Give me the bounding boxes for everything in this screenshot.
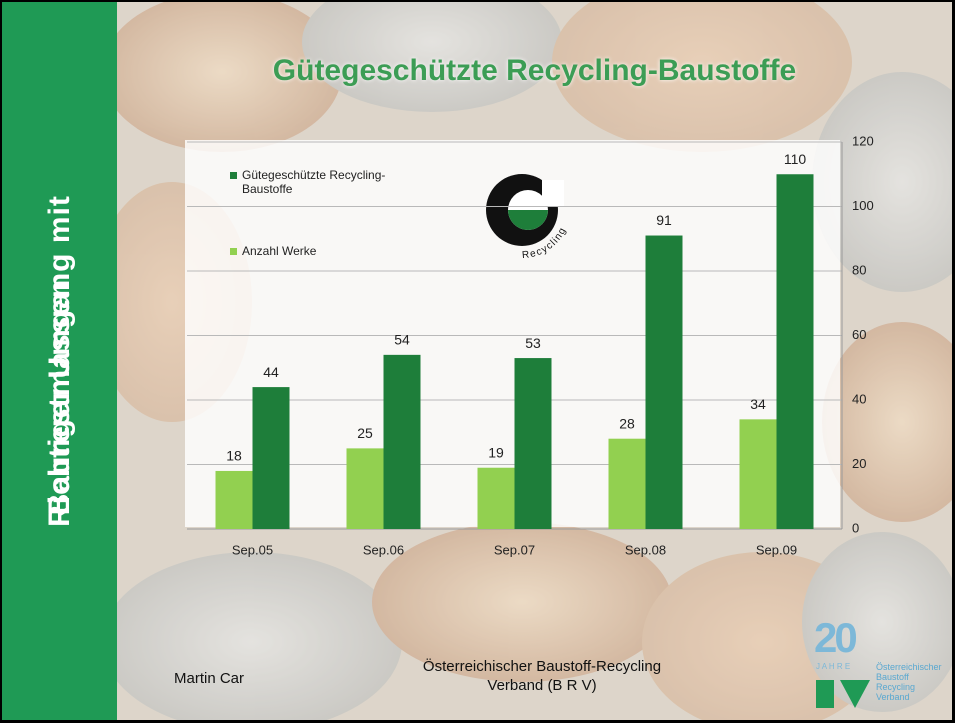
value-label: 18 [226, 448, 242, 464]
bar [515, 358, 552, 529]
bar [347, 448, 384, 529]
bar [253, 387, 290, 529]
side-bar: Richtiger Umgang mit Baurestmassen [2, 2, 117, 720]
brv-line: Verband [876, 692, 942, 702]
legend-entry: Gütegeschützte Recycling-Baustoffe [230, 168, 420, 196]
legend-swatch [230, 172, 237, 179]
bar [609, 439, 646, 529]
value-label: 44 [263, 364, 279, 380]
x-tick-label: Sep.05 [232, 542, 273, 557]
y-tick-label: 120 [852, 133, 874, 148]
brv-number: 20 [814, 614, 855, 662]
side-title: Baurestmassen [43, 117, 77, 677]
brv-text: Österreichischer Baustoff Recycling Verb… [876, 662, 942, 702]
legend-label: Gütegeschützte Recycling-Baustoffe [242, 168, 412, 196]
bar [384, 355, 421, 529]
x-tick-label: Sep.06 [363, 542, 404, 557]
value-label: 110 [784, 151, 807, 167]
legend-entry: Anzahl Werke [230, 244, 420, 258]
x-tick-label: Sep.07 [494, 542, 535, 557]
brv-years: J A H R E [816, 662, 850, 671]
bar [777, 174, 814, 529]
bar [740, 419, 777, 529]
footer-author: Martin Car [174, 670, 244, 687]
legend-swatch [230, 248, 237, 255]
legend: Gütegeschützte Recycling-Baustoffe Anzahl… [230, 168, 420, 306]
bar [216, 471, 253, 529]
brv-logo: 20 J A H R E Österreichischer Baustoff R… [814, 614, 952, 714]
chart-title: Gütegeschützte Recycling-Baustoffe [117, 54, 952, 88]
bar [478, 468, 515, 529]
y-tick-label: 0 [852, 520, 859, 535]
page: Recycling 0 20 40 60 80 100 120 Sep.05 44 18 Sep.06… [0, 0, 955, 723]
y-tick-label: 80 [852, 262, 866, 277]
slide: Recycling 0 20 40 60 80 100 120 Sep.05 44 18 Sep.06… [2, 2, 952, 720]
value-label: 28 [619, 415, 635, 431]
chart: Recycling 0 20 40 60 80 100 120 Sep.05 44 18 Sep.06… [2, 2, 952, 720]
brv-line: Österreichischer [876, 662, 942, 672]
y-tick-label: 100 [852, 198, 874, 213]
footer-org-line: Österreichischer Baustoff-Recycling [382, 657, 702, 676]
y-tick-label: 60 [852, 327, 866, 342]
bar [646, 236, 683, 529]
value-label: 25 [357, 425, 373, 441]
brv-line: Recycling [876, 682, 942, 692]
footer-org-line: Verband (B R V) [382, 676, 702, 695]
value-label: 54 [394, 332, 410, 348]
x-tick-label: Sep.08 [625, 542, 666, 557]
footer-org: Österreichischer Baustoff-Recycling Verb… [382, 657, 702, 695]
y-tick-label: 40 [852, 391, 866, 406]
brv-mark [814, 676, 874, 712]
brv-line: Baustoff [876, 672, 942, 682]
value-label: 91 [656, 212, 672, 228]
value-label: 34 [750, 396, 766, 412]
value-label: 53 [525, 335, 541, 351]
y-tick-label: 20 [852, 456, 866, 471]
x-tick-label: Sep.09 [756, 542, 797, 557]
legend-label: Anzahl Werke [242, 244, 412, 258]
value-label: 19 [488, 444, 504, 460]
